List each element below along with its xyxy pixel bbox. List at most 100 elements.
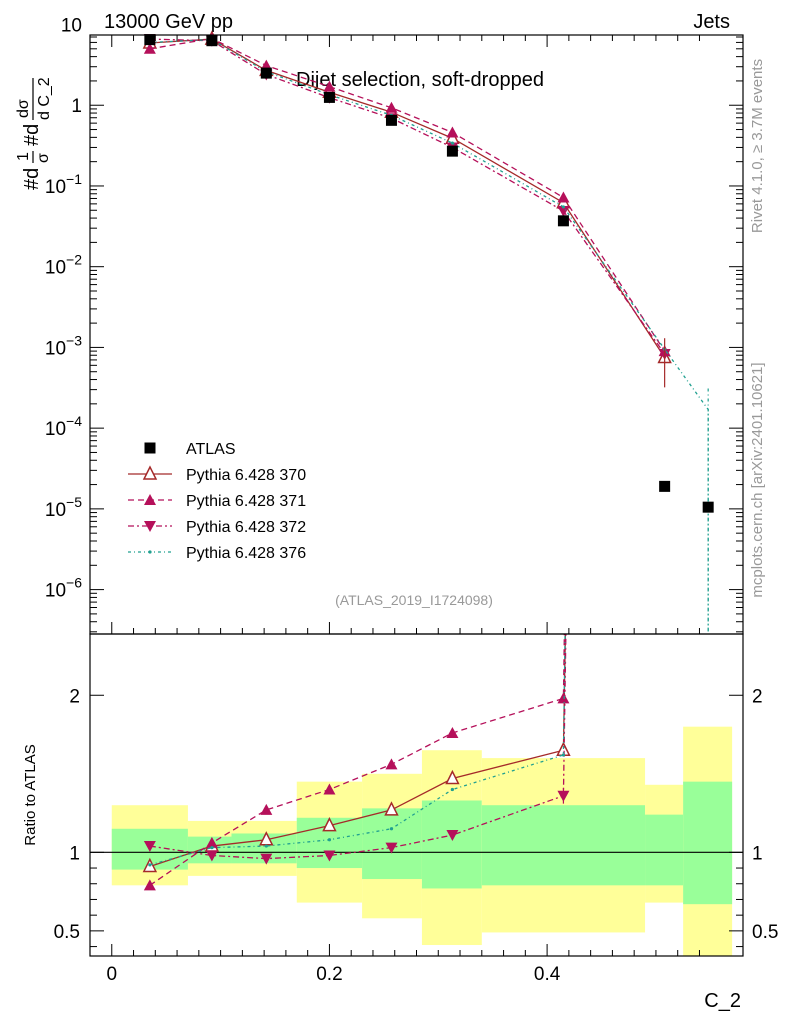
y-tick-label: 10−4 — [45, 413, 82, 440]
marker-atlas — [385, 114, 397, 126]
band-inner — [421, 800, 482, 889]
marker-atlas — [144, 442, 156, 454]
marker-371 — [446, 126, 459, 138]
marker-371 — [143, 42, 156, 54]
y-tick-label-base: 10 — [45, 177, 66, 198]
marker-372 — [260, 853, 273, 865]
y-tick-label-base: 10 — [61, 16, 82, 37]
beam-label: 13000 GeV pp — [104, 11, 233, 33]
series-line — [149, 38, 666, 355]
y-label-part: σ — [35, 153, 52, 163]
legend-entry: Pythia 6.428 370 — [128, 465, 306, 484]
legend-label: Pythia 6.428 370 — [186, 467, 306, 484]
marker-371 — [323, 783, 336, 795]
analysis-tag: (ATLAS_2019_I1724098) — [335, 592, 493, 608]
y-label-part: #d — [21, 124, 43, 146]
y-tick-label-base: 1 — [71, 96, 82, 117]
y-tick-label-base: 10 — [45, 258, 66, 279]
marker-371 — [557, 191, 570, 203]
legend-label: Pythia 6.428 371 — [186, 493, 306, 510]
ratio-series-line — [149, 634, 567, 868]
marker-371 — [205, 836, 218, 848]
ratio-panel-bands — [90, 726, 743, 956]
marker-376 — [210, 846, 214, 850]
ratio-y-axis-label: Ratio to ATLAS — [22, 744, 39, 845]
y-tick-label-base: 10 — [45, 419, 66, 440]
legend-entry: Pythia 6.428 372 — [128, 519, 306, 536]
ratio-series-line — [149, 634, 566, 866]
legend-label: Pythia 6.428 372 — [186, 519, 306, 536]
axis-ticks: 00.20.410210110−110−210−310−410−510−60.5… — [45, 16, 779, 985]
y-tick-label: 10−3 — [45, 332, 82, 359]
series-line — [149, 37, 666, 352]
atlas-points — [144, 34, 714, 513]
marker-376 — [327, 838, 332, 842]
ratio-series-1 — [142, 634, 571, 873]
y-tick-label: 10−6 — [45, 575, 82, 602]
ratio-series-4 — [148, 634, 566, 867]
band-inner — [645, 814, 684, 886]
y-tick-label: 1 — [71, 96, 82, 117]
ratio-series-2 — [143, 634, 570, 891]
y-tick-label-base: 10 — [45, 581, 66, 602]
band-inner — [481, 805, 646, 886]
y-label-part: dσ — [15, 99, 32, 118]
ratio-panel-data — [142, 634, 571, 891]
marker-376 — [148, 863, 152, 867]
marker-atlas — [323, 91, 335, 103]
marker-376 — [450, 141, 455, 145]
y-tick-label-exponent: −6 — [66, 575, 82, 591]
legend-entry: Pythia 6.428 371 — [128, 493, 306, 510]
ratio-y-tick-label-right: 0.5 — [752, 922, 778, 943]
marker-372 — [385, 842, 398, 854]
legend-label: Pythia 6.428 376 — [186, 545, 306, 562]
ratio-y-tick-label: 2 — [69, 686, 80, 707]
legend-entry: Pythia 6.428 376 — [128, 545, 306, 562]
y-label-part: d C_2 — [36, 77, 53, 120]
main-y-axis-label: #d 1 σ #d dσ d C_2 — [15, 77, 53, 190]
ratio-series-line — [149, 634, 565, 886]
marker-atlas — [446, 145, 458, 157]
ratio-y-tick-label-right: 1 — [752, 843, 763, 864]
band-inner — [683, 781, 733, 905]
upper-panel-data — [142, 30, 714, 634]
marker-atlas — [260, 67, 272, 79]
y-tick-label-exponent: −3 — [66, 332, 82, 348]
marker-372 — [143, 841, 156, 853]
y-tick-label: 10−2 — [45, 252, 82, 279]
legend: ATLAS Pythia 6.428 370 Pythia 6.428 371 Pyt… — [128, 441, 306, 562]
ratio-series-3 — [143, 634, 570, 865]
marker-371 — [323, 80, 336, 92]
marker-atlas — [557, 215, 569, 227]
y-tick-label: 10−1 — [45, 171, 82, 198]
x-tick-label: 0.2 — [316, 964, 342, 985]
y-tick-label: 10−5 — [45, 494, 82, 521]
legend-label: ATLAS — [186, 441, 236, 458]
marker-372 — [446, 830, 459, 842]
marker-atlas — [702, 501, 714, 513]
marker-372 — [144, 521, 156, 532]
ratio-frame — [89, 633, 744, 957]
marker-371 — [385, 101, 398, 113]
y-tick-label-exponent: −1 — [66, 171, 82, 187]
marker-371 — [144, 494, 156, 505]
marker-atlas — [144, 34, 156, 46]
y-label-part: 1 — [15, 152, 32, 161]
x-tick-label: 0.4 — [534, 964, 561, 985]
ratio-y-tick-label: 1 — [69, 843, 80, 864]
marker-370 — [445, 769, 460, 785]
marker-376 — [148, 550, 152, 554]
y-tick-label-exponent: −4 — [66, 413, 82, 429]
marker-372 — [557, 205, 570, 217]
mcplots-label: mcplots.cern.ch [arXiv:2401.10621] — [749, 362, 766, 597]
rivet-label: Rivet 4.1.0, ≥ 3.7M events — [749, 59, 766, 233]
marker-371 — [143, 879, 156, 891]
y-tick-label-base: 10 — [45, 338, 66, 359]
marker-370 — [322, 816, 337, 832]
marker-376 — [561, 205, 566, 209]
y-label-part: #d — [21, 168, 43, 190]
y-tick-label-base: 10 — [45, 500, 66, 521]
marker-atlas — [206, 35, 218, 47]
marker-372 — [205, 850, 218, 862]
